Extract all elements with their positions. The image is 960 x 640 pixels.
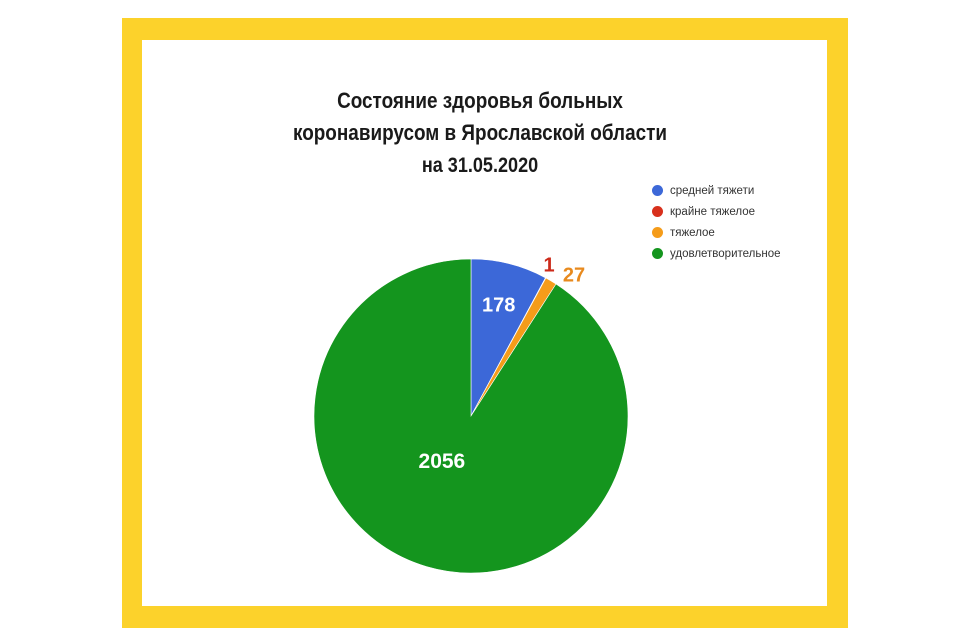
- pie-label-critical: 1: [543, 254, 554, 276]
- legend-dot-severe: [652, 227, 663, 238]
- pie-label-satisfactory: 2056: [419, 450, 466, 473]
- chart-legend: средней тяжети крайне тяжелое тяжелое уд…: [652, 180, 781, 264]
- chart-title-line-2: коронавирусом в Ярославской области: [292, 120, 668, 145]
- legend-dot-satisfactory: [652, 248, 663, 259]
- pie-label-severe: 27: [563, 264, 585, 286]
- legend-item-moderate: средней тяжети: [652, 180, 781, 201]
- legend-dot-critical: [652, 206, 663, 217]
- chart-title-line-3: на 31.05.2020: [421, 154, 539, 177]
- chart-title-line-1: Состояние здоровья больных: [337, 88, 623, 113]
- legend-item-severe: тяжелое: [652, 222, 781, 243]
- legend-item-critical: крайне тяжелое: [652, 201, 781, 222]
- legend-label-critical: крайне тяжелое: [670, 205, 756, 218]
- legend-item-satisfactory: удовлетворительное: [652, 243, 781, 264]
- legend-label-severe: тяжелое: [670, 226, 715, 239]
- legend-label-moderate: средней тяжети: [670, 184, 755, 197]
- legend-label-satisfactory: удовлетворительное: [670, 247, 781, 260]
- pie-label-moderate: 178: [482, 295, 515, 317]
- legend-dot-moderate: [652, 185, 663, 196]
- pie-slice-satisfactory: [313, 258, 629, 574]
